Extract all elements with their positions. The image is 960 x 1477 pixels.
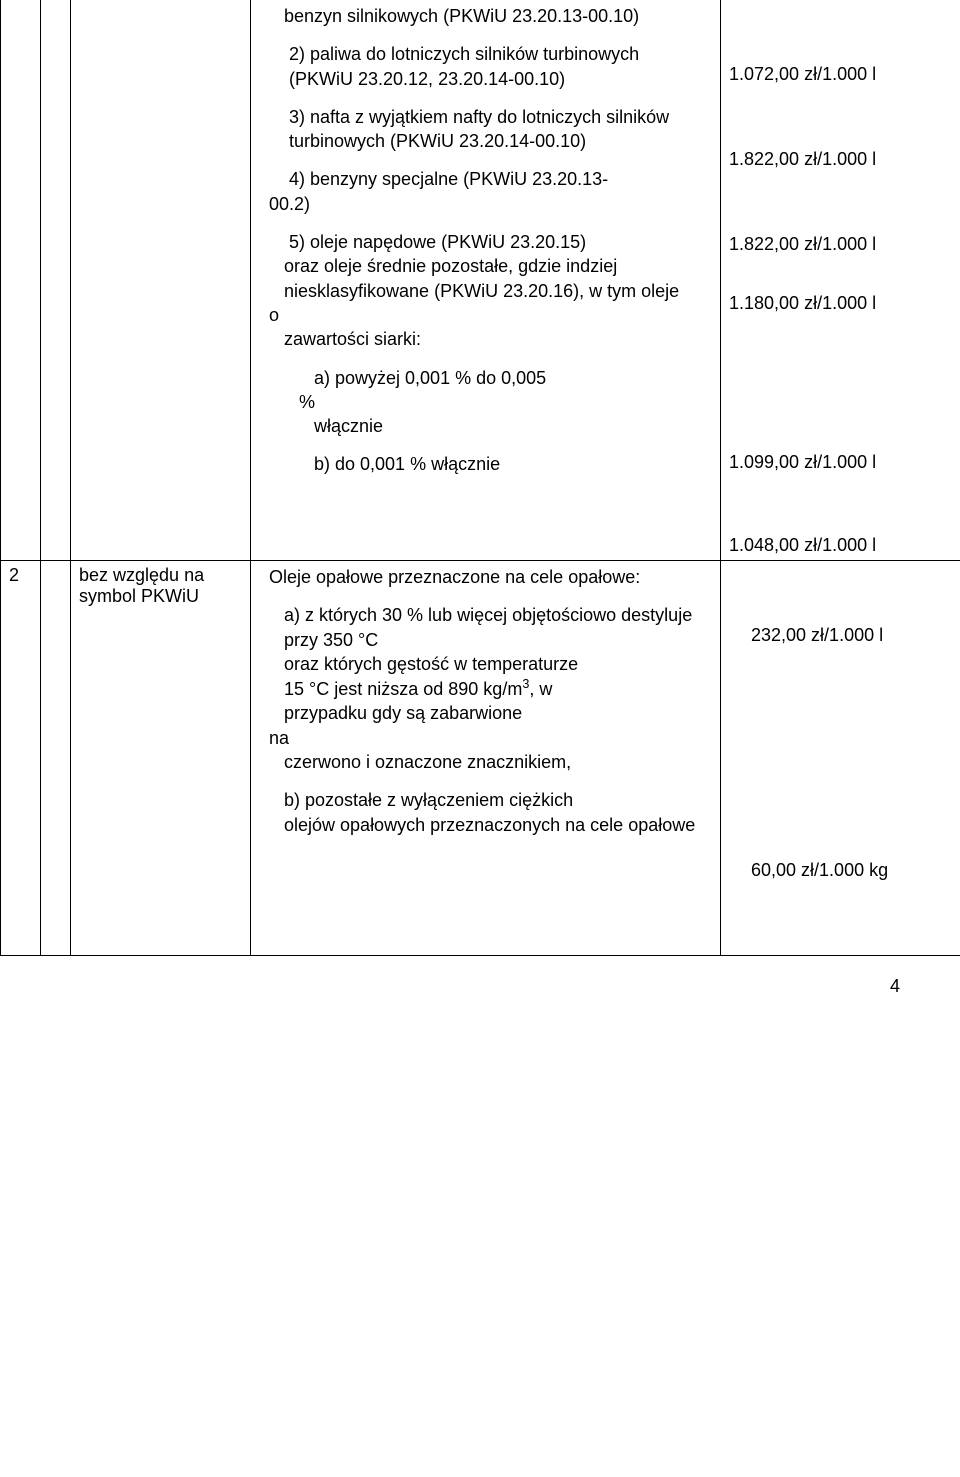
sub-a: a) powyżej 0,001 % do 0,005 [259,366,712,390]
cell-num [1,0,41,561]
table-row: 2 bez względu na symbol PKWiU Oleje opał… [1,561,960,956]
sub-b2-c1: olejów opałowych przeznaczonych na cele … [259,813,712,837]
value-b: 1.048,00 zł/1.000 l [729,535,952,556]
item-4-benzyny: 4) benzyny specjalne (PKWiU 23.20.13- [259,167,712,191]
item-4-cont: 00.2) [259,192,712,216]
cell-num: 2 [1,561,41,956]
benzyn-heading: benzyn silnikowych (PKWiU 23.20.13-00.10… [259,4,712,28]
sub-b2: b) pozostałe z wyłączeniem ciężkich [259,788,712,812]
cell-desc: Oleje opałowe przeznaczone na cele opało… [251,561,721,956]
item-5-o: o [259,303,712,327]
cell-symbol: bez względu na symbol PKWiU [71,561,251,956]
sub-a-percent: % [259,390,712,414]
cell-value: 1.072,00 zł/1.000 l 1.822,00 zł/1.000 l … [721,0,960,561]
cell-symbol [71,0,251,561]
sub-a2-c2-pre: 15 °C jest niższa od 890 kg/m [284,679,522,699]
sub-a2-na: na [259,726,712,750]
page-number: 4 [0,956,960,1017]
sub-a2-c2-tail: , w [529,679,552,699]
sub-a-incl: włącznie [259,414,712,438]
page: benzyn silnikowych (PKWiU 23.20.13-00.10… [0,0,960,1017]
sub-b: b) do 0,001 % włącznie [259,452,712,476]
value-4: 1.822,00 zł/1.000 l [729,234,952,255]
rate-table: benzyn silnikowych (PKWiU 23.20.13-00.10… [0,0,960,956]
cell-value: 232,00 zł/1.000 l 60,00 zł/1.000 kg [721,561,960,956]
oleje-heading: Oleje opałowe przeznaczone na cele opało… [259,565,712,589]
sub-a2-c2: 15 °C jest niższa od 890 kg/m3, w [259,676,712,701]
item-2-paliwa: 2) paliwa do lotniczych silników turbino… [259,42,712,91]
item-5-cont2: zawartości siarki: [259,327,712,351]
value-5: 1.180,00 zł/1.000 l [729,293,952,314]
cell-blank [41,561,71,956]
value-3: 1.822,00 zł/1.000 l [729,149,952,170]
value-a: 1.099,00 zł/1.000 l [729,452,952,473]
cell-blank [41,0,71,561]
value-b2: 60,00 zł/1.000 kg [729,860,952,881]
item-3-nafta: 3) nafta z wyjątkiem nafty do lotniczych… [259,105,712,154]
value-2: 1.072,00 zł/1.000 l [729,64,952,85]
sub-a2-c1: oraz których gęstość w temperaturze [259,652,712,676]
value-a2: 232,00 zł/1.000 l [729,625,952,646]
cell-desc: benzyn silnikowych (PKWiU 23.20.13-00.10… [251,0,721,561]
sub-a2-c3: przypadku gdy są zabarwione [259,701,712,725]
sub-a2-c4: czerwono i oznaczone znacznikiem, [259,750,712,774]
sub-a2: a) z których 30 % lub więcej objętościow… [259,603,712,652]
table-row: benzyn silnikowych (PKWiU 23.20.13-00.10… [1,0,960,561]
item-5-oleje: 5) oleje napędowe (PKWiU 23.20.15) [259,230,712,254]
item-5-cont1: oraz oleje średnie pozostałe, gdzie indz… [259,254,712,303]
